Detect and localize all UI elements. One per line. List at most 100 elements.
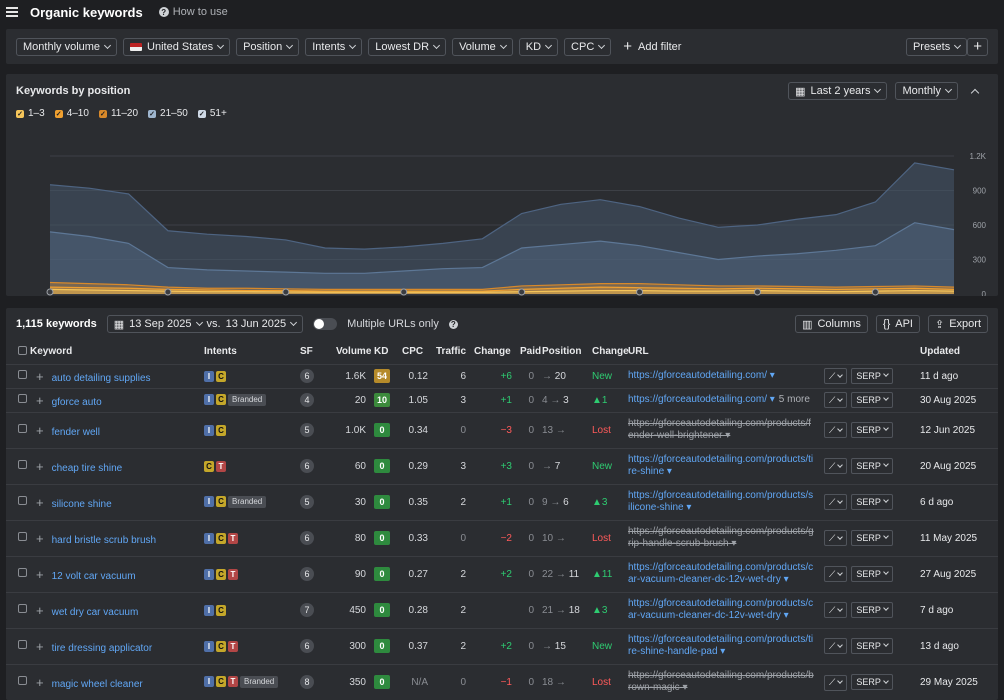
trend-button[interactable]: ⟋: [824, 674, 848, 691]
column-header[interactable]: Paid: [520, 346, 542, 358]
annotation-marker[interactable]: [400, 288, 408, 296]
trend-button[interactable]: ⟋: [824, 638, 848, 655]
annotation-marker[interactable]: [164, 288, 172, 296]
url-link[interactable]: https://gforceautodetailing.com/products…: [628, 562, 820, 586]
sf-badge[interactable]: 4: [300, 393, 314, 407]
expand-plus-icon[interactable]: +: [36, 422, 44, 438]
caret-down-icon[interactable]: ▾: [780, 610, 789, 621]
url-link[interactable]: https://gforceautodetailing.com/products…: [628, 526, 820, 550]
column-header[interactable]: Volume: [336, 346, 372, 358]
filter-pill[interactable]: Volume: [452, 37, 513, 56]
caret-down-icon[interactable]: ▾: [664, 466, 672, 477]
expand-plus-icon[interactable]: +: [36, 458, 44, 474]
date-compare-select[interactable]: ▦ 13 Sep 2025 vs. 13 Jun 2025: [106, 315, 304, 333]
add-filter-button[interactable]: + Add filter: [623, 39, 681, 54]
column-header[interactable]: Change: [592, 346, 629, 358]
url-link[interactable]: https://gforceautodetailing.com/ ▾ 5 more: [628, 394, 820, 406]
trend-button[interactable]: ⟋: [824, 566, 848, 583]
keyword-link[interactable]: magic wheel cleaner: [51, 678, 143, 690]
more-urls-link[interactable]: 5 more: [778, 394, 810, 405]
annotation-marker[interactable]: [871, 288, 879, 296]
url-link[interactable]: https://gforceautodetailing.com/products…: [628, 670, 820, 694]
keyword-link[interactable]: fender well: [51, 426, 100, 438]
table-row[interactable]: +12 volt car vacuum I C T 6 90 0 0.27 2 +2 0 22 → 1…: [6, 555, 998, 592]
column-header[interactable]: Intents: [204, 346, 237, 358]
sf-badge[interactable]: 6: [300, 459, 314, 473]
expand-plus-icon[interactable]: +: [36, 638, 44, 654]
expand-plus-icon[interactable]: +: [36, 566, 44, 582]
annotation-marker[interactable]: [753, 288, 761, 296]
annotation-marker[interactable]: [636, 288, 644, 296]
menu-icon[interactable]: [6, 7, 18, 17]
sf-badge[interactable]: 8: [300, 675, 314, 690]
legend-item[interactable]: ✓ 1–3: [16, 108, 45, 119]
caret-down-icon[interactable]: ▾: [728, 538, 737, 549]
table-row[interactable]: + silicone shine I C Branded 5 30 0 0.35 2 +1 0 9 → …: [6, 483, 998, 520]
column-header[interactable]: Position: [542, 346, 582, 358]
column-header[interactable]: Updated: [920, 346, 960, 358]
expand-plus-icon[interactable]: +: [36, 368, 44, 384]
row-checkbox[interactable]: [18, 460, 27, 469]
caret-down-icon[interactable]: ▾: [679, 682, 688, 694]
column-header[interactable]: Traffic: [436, 346, 467, 358]
caret-down-icon[interactable]: ▾: [717, 646, 726, 657]
url-link[interactable]: https://gforceautodetailing.com/products…: [628, 418, 820, 442]
serp-button[interactable]: SERP: [851, 637, 893, 654]
legend-item[interactable]: ✓ 21–50: [148, 108, 188, 119]
column-header[interactable]: CPC: [402, 346, 424, 358]
expand-plus-icon[interactable]: +: [36, 494, 44, 510]
sf-badge[interactable]: 6: [300, 639, 314, 653]
table-row[interactable]: + wet dry car vacuum I C 7 450 0 0.28 2 0 21 → 18 ▲…: [6, 591, 998, 628]
url-link[interactable]: https://gforceautodetailing.com/products…: [628, 454, 820, 478]
expand-plus-icon[interactable]: +: [36, 530, 44, 546]
filter-pill[interactable]: KD: [518, 37, 559, 56]
expand-plus-icon[interactable]: +: [36, 674, 44, 690]
row-checkbox[interactable]: [18, 394, 27, 403]
sf-badge[interactable]: 6: [300, 567, 314, 581]
serp-button[interactable]: SERP: [851, 674, 893, 690]
multiple-urls-toggle[interactable]: [313, 318, 338, 330]
row-checkbox[interactable]: [18, 496, 27, 505]
trend-button[interactable]: ⟋: [824, 530, 848, 547]
filter-pill[interactable]: Monthly volume: [16, 37, 118, 56]
sf-badge[interactable]: 7: [300, 603, 314, 617]
row-checkbox[interactable]: [18, 676, 27, 686]
caret-down-icon[interactable]: ▾: [766, 394, 775, 405]
row-checkbox[interactable]: [18, 568, 27, 577]
api-button[interactable]: {} API: [875, 315, 920, 333]
sf-badge[interactable]: 5: [300, 495, 314, 509]
column-header[interactable]: SF: [300, 346, 313, 358]
column-header[interactable]: KD: [374, 346, 389, 358]
sf-badge[interactable]: 6: [300, 369, 314, 383]
row-checkbox[interactable]: [18, 370, 27, 379]
filter-pill[interactable]: United States: [123, 37, 231, 56]
table-row[interactable]: + gforce auto I C Branded 4 20 10 1.05 3 +1 0 4 → 3 ▲…: [6, 387, 998, 412]
keyword-link[interactable]: wet dry car vacuum: [51, 606, 139, 618]
legend-item[interactable]: ✓ 51+: [197, 108, 227, 119]
table-row[interactable]: + cheap tire shine C T 6 60 0 0.29 3 +3 0 → 7 New ht…: [6, 447, 998, 484]
table-row[interactable]: + magic wheel cleaner I C T Branded 8 350 0 N/A 0−…: [6, 663, 998, 700]
table-row[interactable]: + fender well I C 5 1.0K 0 0.34 0 −3 0 13 → Lost htt…: [6, 411, 998, 448]
annotation-marker[interactable]: [518, 288, 526, 296]
filter-pill[interactable]: CPC: [564, 37, 612, 56]
keyword-link[interactable]: auto detailing supplies: [51, 372, 151, 384]
column-header[interactable]: Keyword: [30, 346, 73, 358]
keyword-link[interactable]: hard bristle scrub brush: [51, 534, 157, 546]
caret-down-icon[interactable]: ▾: [722, 430, 731, 441]
serp-button[interactable]: SERP: [851, 601, 893, 618]
table-row[interactable]: + hard bristle scrub brush I C T 6 80 0 0.33 0 −2 0…: [6, 519, 998, 556]
trend-button[interactable]: ⟋: [824, 602, 848, 619]
serp-button[interactable]: SERP: [851, 529, 893, 546]
collapse-chart-icon[interactable]: [970, 88, 980, 97]
serp-button[interactable]: SERP: [851, 421, 893, 438]
keyword-link[interactable]: 12 volt car vacuum: [51, 570, 136, 582]
trend-button[interactable]: ⟋: [824, 368, 848, 385]
caret-down-icon[interactable]: ▾: [766, 370, 775, 381]
trend-button[interactable]: ⟋: [824, 422, 848, 439]
export-button[interactable]: ⇪ Export: [927, 315, 988, 333]
row-checkbox[interactable]: [18, 604, 27, 613]
filter-pill[interactable]: Lowest DR: [368, 37, 447, 56]
row-checkbox[interactable]: [18, 424, 27, 433]
url-link[interactable]: https://gforceautodetailing.com/products…: [628, 490, 820, 514]
sf-badge[interactable]: 5: [300, 423, 314, 437]
